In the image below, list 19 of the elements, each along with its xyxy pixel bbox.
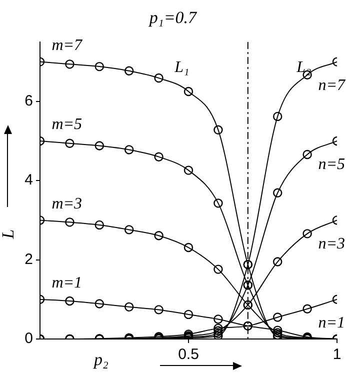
series-label: n=3 [318,235,345,252]
series-label: m=5 [52,116,82,134]
x-tick-label: 0.5 [178,346,199,364]
y-tick-label: 0 [24,330,33,348]
y-tick-label: 6 [24,92,33,110]
series-label: n=1 [318,314,345,332]
series-label: n=5 [318,156,345,174]
series-label: m=1 [52,274,82,292]
chart-title: p₁=0.7 [148,8,198,28]
series-label: n=7 [318,77,346,94]
annotation: L₁ [174,59,190,76]
series-label: m=7 [52,37,84,54]
y-axis-title: L [0,229,19,239]
series-label: m=3 [52,195,82,212]
annotation: L₂ [296,59,312,76]
x-axis-title: p₂ [94,350,108,370]
y-tick-label: 4 [24,172,33,189]
x-tick-label: 1 [332,346,342,364]
y-tick-label: 2 [24,250,33,268]
